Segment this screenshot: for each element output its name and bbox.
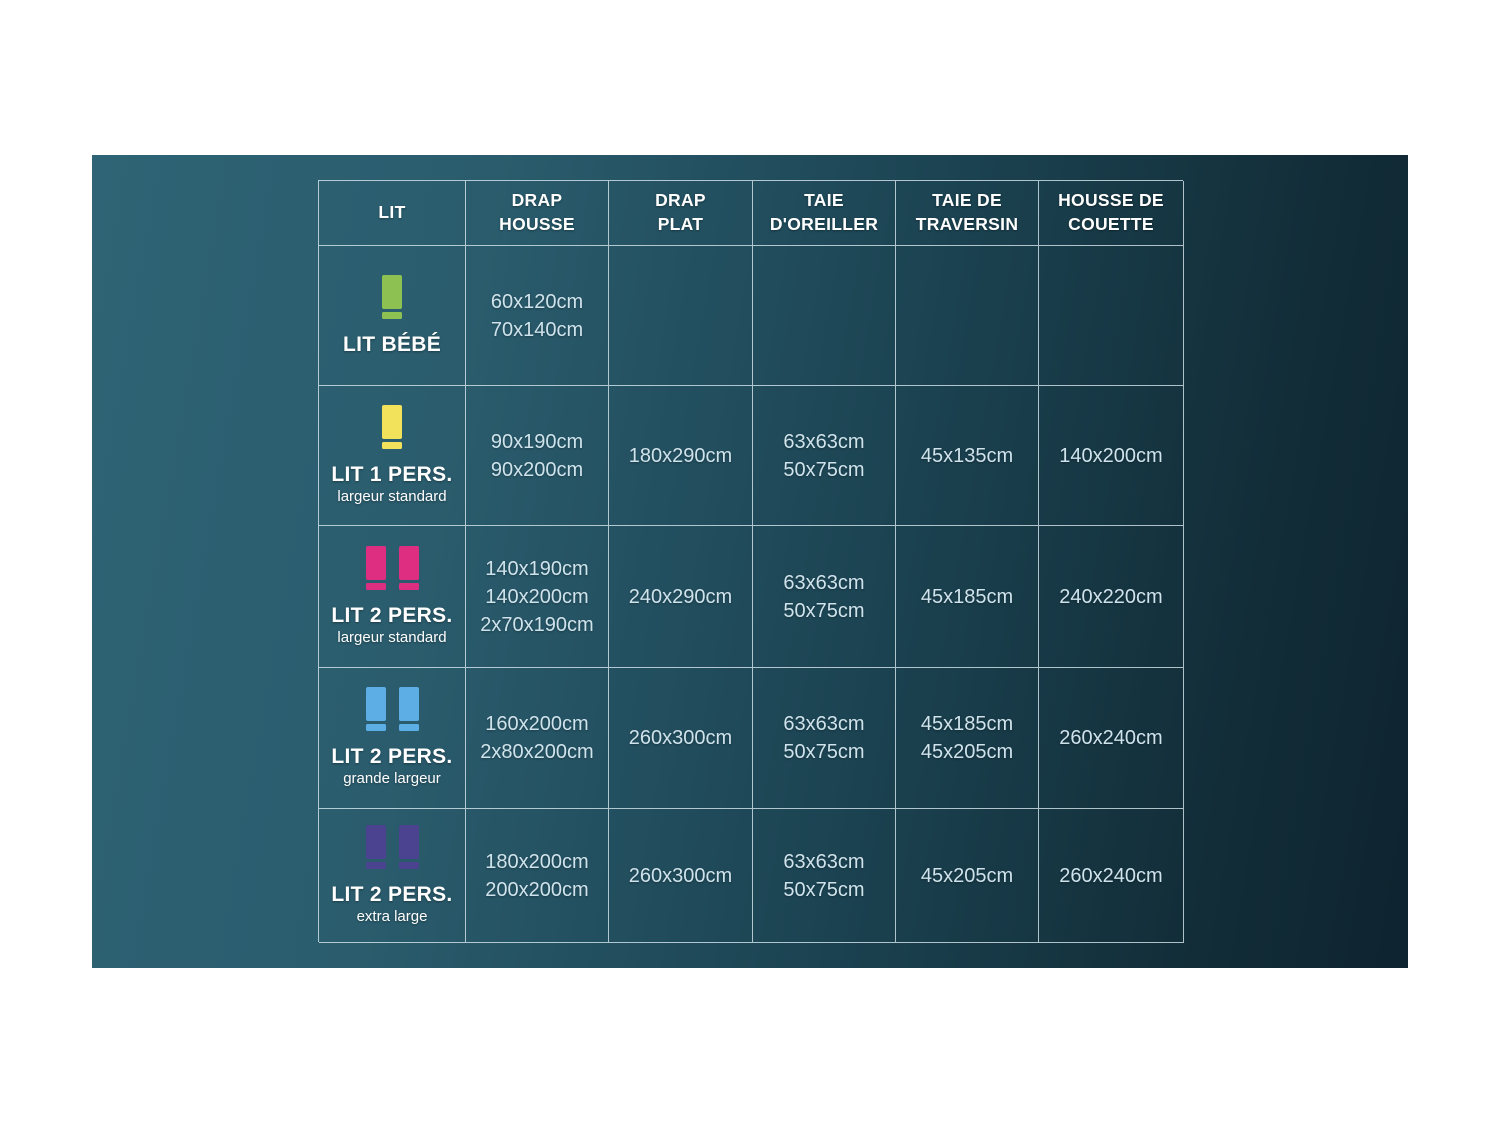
bedding-size-chart-panel: LIT DRAP HOUSSE DRAP PLAT TAIE D'OREILLE…: [92, 155, 1408, 968]
cell-housse-couette: 240x220cm: [1039, 526, 1184, 668]
row-lit-2-pers-extra: LIT 2 PERS. extra large: [319, 809, 466, 943]
cell-drap-plat: 240x290cm: [609, 526, 753, 668]
cell-drap-plat: [609, 246, 753, 386]
cell-housse-couette: 140x200cm: [1039, 386, 1184, 526]
cell-taie-traversin: 45x185cm 45x205cm: [896, 668, 1039, 809]
double-bed-icon: [365, 687, 419, 732]
cell-taie-traversin: 45x205cm: [896, 809, 1039, 943]
row-lit-2-pers-grande: LIT 2 PERS. grande largeur: [319, 668, 466, 809]
cell-taie-traversin: [896, 246, 1039, 386]
col-header-taie-oreiller: TAIE D'OREILLER: [753, 181, 896, 246]
single-bed-icon: [382, 404, 402, 449]
cell-drap-housse: 90x190cm 90x200cm: [466, 386, 609, 526]
row-sublabel: extra large: [356, 907, 428, 925]
bed-glyph: [398, 545, 419, 590]
row-lit-1-pers: LIT 1 PERS. largeur standard: [319, 386, 466, 526]
cell-drap-plat: 260x300cm: [609, 668, 753, 809]
cell-drap-housse: 180x200cm 200x200cm: [466, 809, 609, 943]
cell-taie-oreiller: [753, 246, 896, 386]
bed-glyph: [365, 824, 386, 869]
cell-taie-oreiller: 63x63cm 50x75cm: [753, 386, 896, 526]
row-lit-2-pers-standard: LIT 2 PERS. largeur standard: [319, 526, 466, 668]
row-lit-bebe: LIT BÉBÉ: [319, 246, 466, 386]
cell-drap-plat: 260x300cm: [609, 809, 753, 943]
baby-bed-icon: [382, 274, 402, 319]
cell-taie-traversin: 45x135cm: [896, 386, 1039, 526]
cell-drap-housse: 60x120cm 70x140cm: [466, 246, 609, 386]
cell-housse-couette: 260x240cm: [1039, 668, 1184, 809]
cell-housse-couette: 260x240cm: [1039, 809, 1184, 943]
row-sublabel: largeur standard: [337, 628, 447, 646]
cell-taie-oreiller: 63x63cm 50x75cm: [753, 809, 896, 943]
col-header-drap-plat: DRAP PLAT: [609, 181, 753, 246]
bed-glyph: [398, 824, 419, 869]
bed-glyph: [365, 687, 386, 732]
cell-drap-plat: 180x290cm: [609, 386, 753, 526]
row-label: LIT 2 PERS.: [331, 882, 453, 906]
row-label: LIT 2 PERS.: [331, 603, 453, 627]
double-bed-icon: [365, 824, 419, 869]
row-label: LIT BÉBÉ: [342, 332, 442, 356]
bed-glyph: [365, 545, 386, 590]
bed-glyph: [382, 274, 402, 319]
col-header-lit: LIT: [319, 181, 466, 246]
cell-taie-oreiller: 63x63cm 50x75cm: [753, 668, 896, 809]
col-header-taie-traversin: TAIE DE TRAVERSIN: [896, 181, 1039, 246]
bed-glyph: [398, 687, 419, 732]
cell-taie-traversin: 45x185cm: [896, 526, 1039, 668]
row-label: LIT 2 PERS.: [331, 745, 453, 769]
col-header-drap-housse: DRAP HOUSSE: [466, 181, 609, 246]
double-bed-icon: [365, 545, 419, 590]
cell-drap-housse: 160x200cm 2x80x200cm: [466, 668, 609, 809]
bedding-size-table: LIT DRAP HOUSSE DRAP PLAT TAIE D'OREILLE…: [318, 180, 1184, 943]
bed-glyph: [382, 404, 402, 449]
col-header-housse-couette: HOUSSE DE COUETTE: [1039, 181, 1184, 246]
cell-housse-couette: [1039, 246, 1184, 386]
cell-taie-oreiller: 63x63cm 50x75cm: [753, 526, 896, 668]
row-sublabel: largeur standard: [337, 487, 447, 505]
cell-drap-housse: 140x190cm 140x200cm 2x70x190cm: [466, 526, 609, 668]
row-label: LIT 1 PERS.: [331, 462, 453, 486]
row-sublabel: grande largeur: [343, 770, 441, 788]
